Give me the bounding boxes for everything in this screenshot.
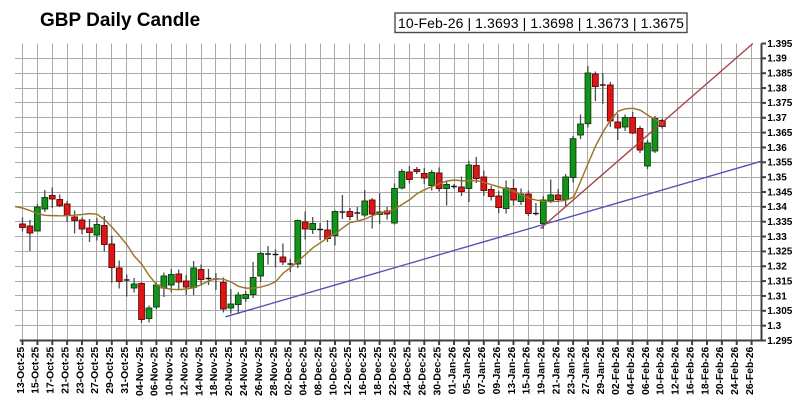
svg-text:04-Feb-26: 04-Feb-26 <box>626 347 637 395</box>
svg-text:09-Jan-26: 09-Jan-26 <box>492 347 503 395</box>
svg-text:1.37: 1.37 <box>767 113 787 124</box>
svg-text:10-Nov-25: 10-Nov-25 <box>165 347 176 396</box>
svg-text:20-Nov-25: 20-Nov-25 <box>224 347 235 396</box>
svg-text:05-Jan-26: 05-Jan-26 <box>462 347 473 395</box>
svg-text:13-Oct-25: 13-Oct-25 <box>16 347 27 394</box>
svg-text:02-Dec-25: 02-Dec-25 <box>284 347 295 396</box>
svg-text:10-Feb-26: 10-Feb-26 <box>656 347 667 395</box>
svg-text:1.375: 1.375 <box>767 98 792 109</box>
svg-text:15-Jan-26: 15-Jan-26 <box>522 347 533 395</box>
svg-text:1.34: 1.34 <box>767 202 787 213</box>
svg-text:18-Nov-25: 18-Nov-25 <box>209 347 220 396</box>
svg-text:04-Dec-25: 04-Dec-25 <box>299 347 310 396</box>
svg-text:13-Jan-26: 13-Jan-26 <box>507 347 518 395</box>
svg-text:07-Jan-26: 07-Jan-26 <box>477 347 488 395</box>
svg-text:1.315: 1.315 <box>767 276 792 287</box>
svg-text:16-Feb-26: 16-Feb-26 <box>685 347 696 395</box>
svg-text:06-Nov-25: 06-Nov-25 <box>150 347 161 396</box>
svg-text:1.325: 1.325 <box>767 247 792 258</box>
svg-text:12-Dec-25: 12-Dec-25 <box>343 347 354 396</box>
svg-text:14-Nov-25: 14-Nov-25 <box>194 347 205 396</box>
svg-text:GBP Daily Candle: GBP Daily Candle <box>40 10 200 31</box>
svg-text:1.305: 1.305 <box>767 306 792 317</box>
svg-text:24-Nov-25: 24-Nov-25 <box>239 347 250 396</box>
svg-text:12-Nov-25: 12-Nov-25 <box>180 347 191 396</box>
svg-text:18-Dec-25: 18-Dec-25 <box>373 347 384 396</box>
svg-text:1.345: 1.345 <box>767 187 792 198</box>
svg-text:29-Oct-25: 29-Oct-25 <box>105 347 116 394</box>
svg-text:31-Oct-25: 31-Oct-25 <box>120 347 131 394</box>
svg-text:1.3: 1.3 <box>767 321 781 332</box>
svg-text:16-Dec-25: 16-Dec-25 <box>358 347 369 396</box>
svg-text:24-Feb-26: 24-Feb-26 <box>730 347 741 395</box>
svg-text:27-Jan-26: 27-Jan-26 <box>581 347 592 395</box>
svg-text:19-Jan-26: 19-Jan-26 <box>537 347 548 395</box>
svg-text:06-Feb-26: 06-Feb-26 <box>641 347 652 395</box>
svg-text:27-Oct-25: 27-Oct-25 <box>90 347 101 394</box>
svg-text:10-Feb-26 | 1.3693 | 1.3698 |: 10-Feb-26 | 1.3693 | 1.3698 | 1.3673 | 1… <box>398 15 684 31</box>
svg-text:20-Feb-26: 20-Feb-26 <box>715 347 726 395</box>
svg-text:17-Oct-25: 17-Oct-25 <box>46 347 57 394</box>
svg-text:24-Dec-25: 24-Dec-25 <box>403 347 414 396</box>
svg-text:26-Nov-25: 26-Nov-25 <box>254 347 265 396</box>
svg-text:1.355: 1.355 <box>767 158 792 169</box>
svg-text:15-Oct-25: 15-Oct-25 <box>31 347 42 394</box>
svg-text:1.365: 1.365 <box>767 128 792 139</box>
svg-text:01-Jan-26: 01-Jan-26 <box>447 347 458 395</box>
svg-text:08-Dec-25: 08-Dec-25 <box>313 347 324 396</box>
svg-text:26-Dec-25: 26-Dec-25 <box>418 347 429 396</box>
svg-text:1.33: 1.33 <box>767 232 787 243</box>
svg-text:02-Feb-26: 02-Feb-26 <box>611 347 622 395</box>
svg-text:21-Oct-25: 21-Oct-25 <box>60 347 71 394</box>
svg-text:1.38: 1.38 <box>767 83 787 94</box>
svg-text:18-Feb-26: 18-Feb-26 <box>700 347 711 395</box>
svg-text:1.335: 1.335 <box>767 217 792 228</box>
svg-text:1.385: 1.385 <box>767 69 792 80</box>
svg-text:23-Oct-25: 23-Oct-25 <box>75 347 86 394</box>
svg-text:12-Feb-26: 12-Feb-26 <box>671 347 682 395</box>
svg-text:10-Dec-25: 10-Dec-25 <box>328 347 339 396</box>
svg-text:1.39: 1.39 <box>767 54 787 65</box>
svg-text:21-Jan-26: 21-Jan-26 <box>552 347 563 395</box>
svg-text:04-Nov-25: 04-Nov-25 <box>135 347 146 396</box>
svg-text:1.35: 1.35 <box>767 172 787 183</box>
svg-text:26-Feb-26: 26-Feb-26 <box>745 347 756 395</box>
svg-text:1.295: 1.295 <box>767 336 792 347</box>
svg-text:29-Jan-26: 29-Jan-26 <box>596 347 607 395</box>
svg-text:23-Jan-26: 23-Jan-26 <box>566 347 577 395</box>
svg-text:30-Dec-25: 30-Dec-25 <box>432 347 443 396</box>
svg-text:1.36: 1.36 <box>767 143 787 154</box>
svg-text:28-Nov-25: 28-Nov-25 <box>269 347 280 396</box>
svg-text:1.32: 1.32 <box>767 262 787 273</box>
svg-text:22-Dec-25: 22-Dec-25 <box>388 347 399 396</box>
svg-text:1.395: 1.395 <box>767 39 792 50</box>
svg-text:1.31: 1.31 <box>767 291 787 302</box>
